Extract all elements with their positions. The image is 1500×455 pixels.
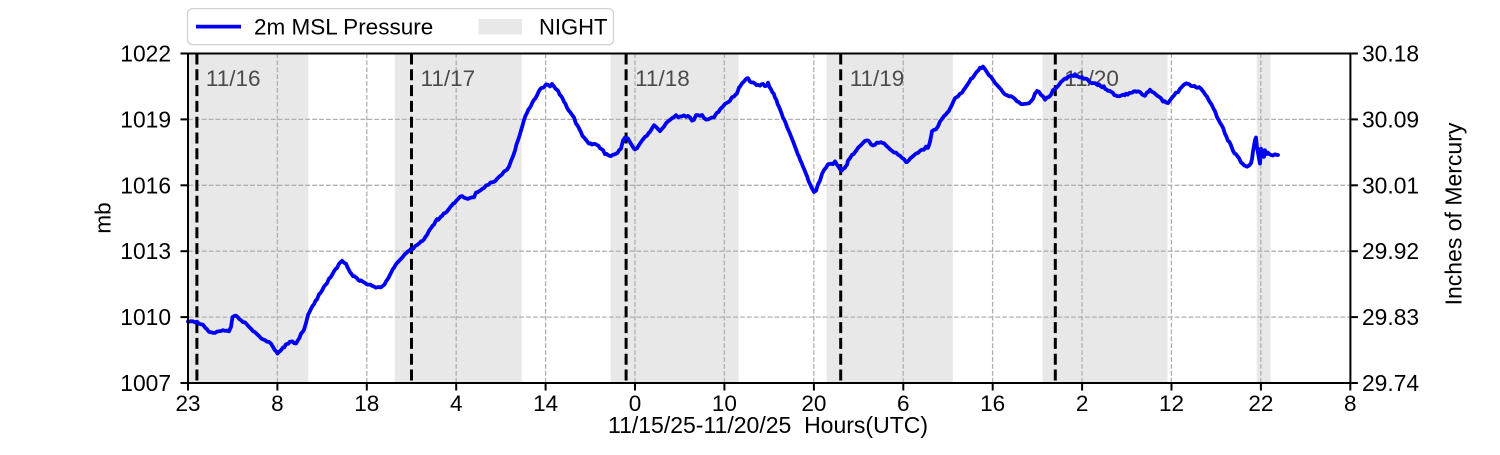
svg-text:16: 16 xyxy=(980,391,1005,416)
svg-text:1007: 1007 xyxy=(120,370,171,396)
svg-text:10: 10 xyxy=(712,391,737,416)
svg-text:1016: 1016 xyxy=(120,172,171,198)
svg-text:Inches of Mercury: Inches of Mercury xyxy=(1441,122,1467,305)
svg-text:11/18: 11/18 xyxy=(635,66,690,91)
svg-text:8: 8 xyxy=(1344,391,1357,416)
svg-text:29.83: 29.83 xyxy=(1362,304,1419,330)
svg-text:6: 6 xyxy=(897,391,910,416)
svg-text:30.09: 30.09 xyxy=(1362,106,1419,132)
svg-text:2m MSL Pressure: 2m MSL Pressure xyxy=(254,15,433,40)
svg-text:2: 2 xyxy=(1076,391,1089,416)
svg-text:1019: 1019 xyxy=(120,106,171,132)
svg-text:0: 0 xyxy=(629,391,642,416)
svg-text:29.74: 29.74 xyxy=(1362,370,1419,396)
svg-text:18: 18 xyxy=(354,391,379,416)
svg-text:30.18: 30.18 xyxy=(1362,41,1419,67)
svg-text:23: 23 xyxy=(175,391,200,416)
svg-text:11/15/25-11/20/25 Hours(UTC): 11/15/25-11/20/25 Hours(UTC) xyxy=(608,412,928,438)
svg-text:NIGHT: NIGHT xyxy=(539,15,607,40)
svg-text:14: 14 xyxy=(533,391,558,416)
svg-text:11/17: 11/17 xyxy=(421,66,476,91)
svg-text:1022: 1022 xyxy=(120,41,171,67)
svg-text:11/16: 11/16 xyxy=(206,66,261,91)
svg-text:11/19: 11/19 xyxy=(850,66,905,91)
svg-text:4: 4 xyxy=(450,391,463,416)
svg-text:30.01: 30.01 xyxy=(1362,172,1419,198)
svg-text:11/20: 11/20 xyxy=(1064,66,1119,91)
svg-text:12: 12 xyxy=(1159,391,1184,416)
svg-text:mb: mb xyxy=(91,202,116,233)
svg-text:1010: 1010 xyxy=(120,304,171,330)
svg-text:22: 22 xyxy=(1248,391,1273,416)
svg-text:1013: 1013 xyxy=(120,238,171,264)
svg-text:29.92: 29.92 xyxy=(1362,238,1419,264)
svg-text:20: 20 xyxy=(801,391,826,416)
svg-text:8: 8 xyxy=(271,391,284,416)
